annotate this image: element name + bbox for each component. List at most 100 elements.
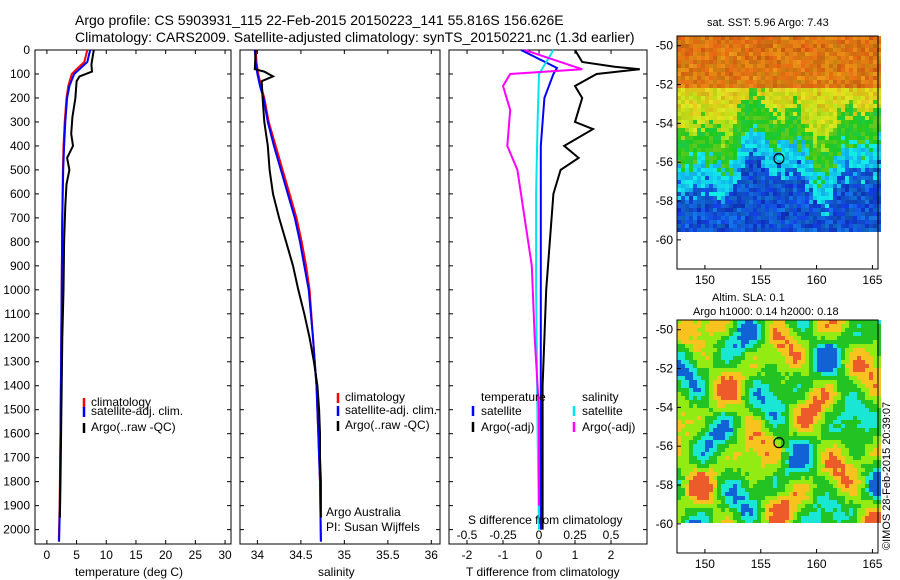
map-cell bbox=[745, 200, 749, 204]
map-cell bbox=[781, 200, 785, 204]
map-cell bbox=[709, 128, 713, 132]
map-cell bbox=[861, 436, 865, 440]
map-cell bbox=[781, 100, 785, 104]
map-cell bbox=[797, 384, 801, 388]
map-cell bbox=[729, 80, 733, 84]
map-cell bbox=[745, 320, 749, 324]
map-cell bbox=[681, 408, 685, 412]
map-cell bbox=[845, 92, 849, 96]
map-cell bbox=[757, 208, 761, 212]
map-cell bbox=[789, 332, 793, 336]
map-cell bbox=[845, 436, 849, 440]
map-cell bbox=[785, 152, 789, 156]
map-cell bbox=[841, 172, 845, 176]
map-cell bbox=[793, 48, 797, 52]
map-cell bbox=[733, 444, 737, 448]
map-cell bbox=[733, 92, 737, 96]
map-cell bbox=[845, 412, 849, 416]
map-cell bbox=[853, 156, 857, 160]
map-cell bbox=[853, 136, 857, 140]
map-cell bbox=[765, 88, 769, 92]
map-cell bbox=[861, 192, 865, 196]
map-cell bbox=[733, 480, 737, 484]
map-cell bbox=[849, 464, 853, 468]
map-cell bbox=[697, 228, 701, 232]
map-cell bbox=[825, 76, 829, 80]
map-cell bbox=[849, 372, 853, 376]
map-cell bbox=[837, 84, 841, 88]
map-cell bbox=[809, 56, 813, 60]
map-cell bbox=[793, 372, 797, 376]
map-cell bbox=[793, 412, 797, 416]
map-cell bbox=[825, 388, 829, 392]
map-cell bbox=[749, 340, 753, 344]
map-cell bbox=[733, 372, 737, 376]
map-cell bbox=[861, 200, 865, 204]
map-cell bbox=[789, 480, 793, 484]
map-cell bbox=[861, 416, 865, 420]
map-cell bbox=[753, 424, 757, 428]
map-cell bbox=[861, 452, 865, 456]
map-cell bbox=[705, 344, 709, 348]
map-cell bbox=[757, 148, 761, 152]
map-cell bbox=[797, 380, 801, 384]
map-cell bbox=[797, 176, 801, 180]
map-cell bbox=[857, 396, 861, 400]
map-cell bbox=[789, 472, 793, 476]
map-cell bbox=[753, 380, 757, 384]
map-cell bbox=[773, 92, 777, 96]
map-cell bbox=[781, 480, 785, 484]
map-cell bbox=[821, 164, 825, 168]
map-cell bbox=[809, 488, 813, 492]
map-cell bbox=[869, 416, 873, 420]
map-cell bbox=[853, 376, 857, 380]
map-cell bbox=[725, 320, 729, 324]
map-cell bbox=[697, 104, 701, 108]
map-cell bbox=[717, 404, 721, 408]
map-cell bbox=[781, 472, 785, 476]
map-cell bbox=[769, 400, 773, 404]
map-cell bbox=[833, 76, 837, 80]
map-cell bbox=[877, 104, 881, 108]
map-cell bbox=[693, 372, 697, 376]
map-cell bbox=[729, 92, 733, 96]
map-cell bbox=[733, 416, 737, 420]
map-cell bbox=[837, 420, 841, 424]
map-cell bbox=[813, 80, 817, 84]
map-cell bbox=[701, 36, 705, 40]
map-cell bbox=[725, 72, 729, 76]
map-cell bbox=[725, 452, 729, 456]
map-cell bbox=[709, 40, 713, 44]
map-cell bbox=[869, 160, 873, 164]
map-cell bbox=[737, 380, 741, 384]
map-cell bbox=[805, 340, 809, 344]
map-cell bbox=[837, 444, 841, 448]
map-cell bbox=[801, 364, 805, 368]
map-cell bbox=[825, 364, 829, 368]
map-cell bbox=[801, 172, 805, 176]
map-cell bbox=[709, 192, 713, 196]
map-cell bbox=[681, 112, 685, 116]
map-cell bbox=[813, 328, 817, 332]
map-cell bbox=[853, 64, 857, 68]
map-cell bbox=[677, 340, 681, 344]
map-cell bbox=[865, 144, 869, 148]
map-cell bbox=[717, 40, 721, 44]
map-cell bbox=[705, 480, 709, 484]
map-cell bbox=[873, 180, 877, 184]
map-cell bbox=[753, 396, 757, 400]
map-cell bbox=[781, 36, 785, 40]
map-cell bbox=[869, 364, 873, 368]
map-cell bbox=[749, 372, 753, 376]
map-cell bbox=[781, 104, 785, 108]
map-cell bbox=[797, 368, 801, 372]
map-cell bbox=[701, 416, 705, 420]
map-cell bbox=[713, 336, 717, 340]
map-cell bbox=[837, 360, 841, 364]
map-cell bbox=[813, 124, 817, 128]
map-cell bbox=[725, 360, 729, 364]
map-cell bbox=[681, 476, 685, 480]
map-cell bbox=[757, 420, 761, 424]
map-cell bbox=[749, 336, 753, 340]
map-cell bbox=[809, 64, 813, 68]
